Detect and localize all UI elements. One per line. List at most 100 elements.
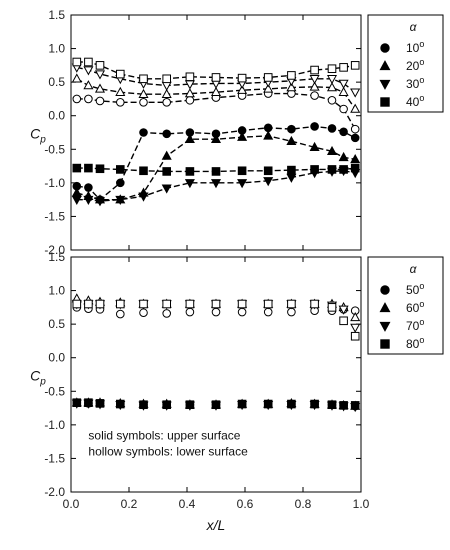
legend-marker [379, 60, 391, 71]
data-point [350, 401, 360, 410]
y-axis-label: Cp [30, 126, 46, 146]
legend-box [367, 14, 444, 113]
data-point [139, 308, 148, 318]
data-point [339, 401, 348, 410]
legend-bottom: α 50o 60o 70o 80o [367, 256, 444, 355]
y-tick-label: -0.5 [44, 384, 65, 398]
legend-label: 10o [406, 39, 424, 55]
legend-marker [379, 321, 391, 332]
data-point [211, 167, 221, 176]
data-point [95, 164, 105, 174]
data-point [309, 81, 320, 91]
data-point [350, 103, 361, 113]
legend-label: 20o [406, 57, 424, 73]
data-point [339, 63, 348, 72]
data-point [162, 129, 171, 139]
x-axis-label: x/L [206, 517, 226, 533]
data-point [162, 74, 171, 84]
data-point [83, 66, 94, 76]
data-point [184, 133, 195, 143]
y-tick-label: 0.0 [48, 351, 65, 365]
data-point [210, 179, 222, 189]
x-tick-label: 0.2 [121, 497, 138, 511]
data-point [185, 167, 195, 176]
data-point [184, 88, 195, 98]
series-10deg-lower [72, 89, 360, 134]
legend-marker [379, 302, 391, 313]
data-point [327, 303, 337, 312]
legend-label: 70o [406, 317, 424, 333]
data-point [263, 130, 274, 140]
data-point [350, 163, 360, 173]
data-point [115, 195, 126, 206]
data-point [84, 94, 93, 104]
data-point [139, 166, 148, 176]
legend-marker [380, 97, 390, 107]
plot-panel-top: 1.5 1.0 0.5 0.0 -0.5 -1.0 -1.5 -2.0 Cp α 10o 20o 30o… [30, 8, 444, 257]
data-point [95, 61, 105, 70]
data-point [116, 309, 125, 319]
data-point [161, 88, 172, 98]
data-point [185, 299, 195, 309]
data-point [286, 135, 297, 145]
data-point [138, 88, 149, 98]
y-axis-label: Cp [30, 368, 46, 388]
data-point [339, 104, 348, 114]
data-point [237, 73, 247, 83]
data-point [71, 73, 82, 83]
data-point [338, 86, 349, 96]
data-point [116, 399, 125, 409]
data-point [185, 400, 195, 410]
data-point [185, 72, 195, 82]
series-80deg-lower [72, 299, 360, 341]
y-tick-label: -2.0 [44, 243, 65, 257]
y-tick-label: -1.0 [44, 418, 65, 432]
data-point [237, 299, 247, 309]
x-tick-label: 0.4 [179, 497, 196, 511]
plot-frame [70, 256, 362, 493]
data-point [287, 165, 296, 175]
annotation-text: hollow symbols: lower surface [88, 445, 248, 459]
data-point [72, 398, 82, 407]
data-point [237, 131, 248, 141]
data-point [185, 95, 195, 105]
data-point [263, 166, 273, 176]
data-point [161, 184, 172, 194]
data-point [162, 167, 171, 176]
y-tick-label: -1.0 [44, 176, 65, 190]
data-point [138, 192, 149, 202]
data-point [139, 299, 148, 309]
legend-label: 60o [406, 299, 424, 315]
data-point [94, 197, 106, 207]
data-point [72, 299, 82, 309]
legend-marker [379, 79, 391, 90]
data-point [327, 95, 337, 105]
y-tick-label: -1.5 [44, 209, 65, 223]
data-point [237, 399, 247, 409]
data-point [327, 64, 337, 74]
data-point [161, 150, 172, 160]
data-point [71, 195, 82, 206]
data-point [116, 69, 125, 79]
data-point [263, 177, 274, 187]
data-point [339, 127, 348, 137]
y-tick-label: -0.5 [44, 142, 65, 156]
data-point [310, 91, 319, 100]
data-point [184, 179, 195, 189]
data-point [309, 75, 320, 85]
legend-label: 80o [406, 335, 424, 351]
data-point [310, 399, 319, 409]
data-point [162, 299, 171, 309]
data-point [310, 65, 319, 75]
data-point [326, 82, 338, 92]
data-point [139, 97, 148, 107]
legend-label: 30o [406, 75, 424, 91]
x-tick-label: 0.8 [295, 497, 312, 511]
data-point [309, 141, 320, 152]
data-point [84, 299, 93, 309]
data-point [161, 81, 172, 91]
legend-marker [380, 285, 390, 295]
legend-title: α [410, 20, 418, 34]
series-line [76, 66, 356, 93]
